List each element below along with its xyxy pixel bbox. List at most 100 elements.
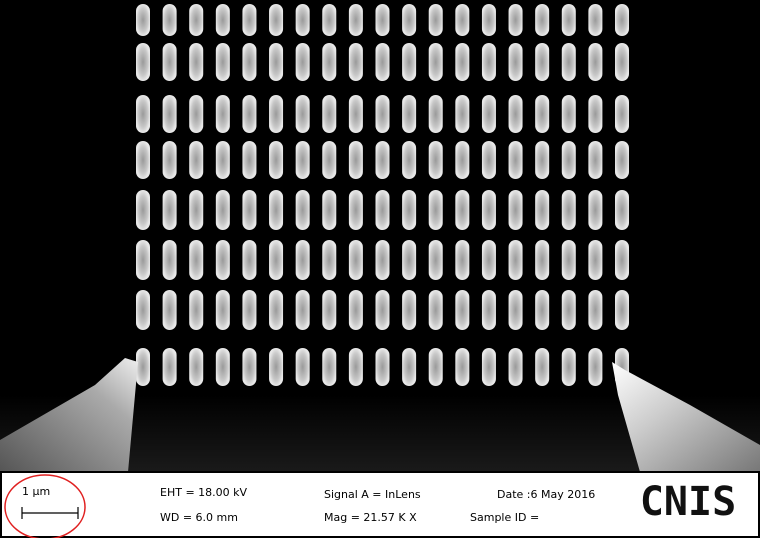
- pillar: [588, 43, 602, 81]
- pillar: [189, 4, 203, 36]
- signal: Signal A = InLens: [324, 488, 421, 501]
- pillar: [509, 141, 523, 179]
- pillar: [216, 240, 230, 280]
- pillar: [562, 4, 576, 36]
- pillar: [322, 43, 336, 81]
- pillar: [588, 240, 602, 280]
- pillar: [482, 43, 496, 81]
- pillar: [429, 240, 443, 280]
- pillar: [615, 240, 629, 280]
- pillar: [163, 4, 177, 36]
- pillar: [269, 190, 283, 230]
- pillar: [322, 290, 336, 330]
- pillar: [535, 190, 549, 230]
- pillar: [349, 43, 363, 81]
- pillar: [402, 141, 416, 179]
- pillar: [376, 141, 390, 179]
- pillar: [216, 43, 230, 81]
- pillar: [163, 290, 177, 330]
- pillar: [535, 290, 549, 330]
- pillar: [402, 348, 416, 386]
- pillar: [242, 141, 256, 179]
- pillar: [216, 141, 230, 179]
- pillar: [482, 141, 496, 179]
- pillar: [455, 4, 469, 36]
- pillar: [455, 95, 469, 133]
- pillar: [482, 95, 496, 133]
- pillar: [322, 95, 336, 133]
- pillar: [482, 190, 496, 230]
- pillar: [163, 240, 177, 280]
- pillar: [562, 348, 576, 386]
- pillar: [588, 190, 602, 230]
- pillar: [189, 95, 203, 133]
- pillar: [615, 4, 629, 36]
- pillar: [269, 240, 283, 280]
- pillar: [429, 190, 443, 230]
- pillar: [189, 290, 203, 330]
- pillar: [269, 290, 283, 330]
- pillar: [242, 348, 256, 386]
- pillar: [136, 240, 150, 280]
- pillar: [322, 190, 336, 230]
- pillar: [402, 4, 416, 36]
- pillar: [136, 348, 150, 386]
- pillar: [509, 290, 523, 330]
- pillar: [349, 290, 363, 330]
- logo: CNIS: [640, 479, 736, 525]
- pillar: [562, 141, 576, 179]
- pillar: [615, 43, 629, 81]
- pillar: [455, 141, 469, 179]
- pillar: [509, 190, 523, 230]
- pillar: [588, 290, 602, 330]
- pillar: [216, 95, 230, 133]
- pillar: [296, 290, 310, 330]
- pillar: [455, 240, 469, 280]
- pillar: [296, 141, 310, 179]
- pillar: [163, 43, 177, 81]
- pillar: [402, 240, 416, 280]
- pillar: [535, 43, 549, 81]
- pillar: [296, 190, 310, 230]
- pillar: [296, 4, 310, 36]
- pillar: [242, 240, 256, 280]
- pillar: [349, 240, 363, 280]
- pillar: [269, 4, 283, 36]
- pillar: [189, 348, 203, 386]
- pillar: [455, 348, 469, 386]
- pillar: [136, 95, 150, 133]
- pillar: [535, 240, 549, 280]
- pillar: [322, 141, 336, 179]
- pillar: [216, 290, 230, 330]
- sem-image: 1 µm EHT = 18.00 kV WD = 6.0 mm Signal A…: [0, 0, 760, 538]
- pillar: [322, 4, 336, 36]
- pillar: [136, 190, 150, 230]
- pillar: [429, 348, 443, 386]
- pillar: [562, 190, 576, 230]
- pillar: [376, 4, 390, 36]
- pillar: [535, 4, 549, 36]
- pillar: [296, 43, 310, 81]
- pillar: [509, 348, 523, 386]
- pillar: [189, 43, 203, 81]
- pillar: [588, 4, 602, 36]
- pillar: [535, 141, 549, 179]
- pillar: [455, 290, 469, 330]
- pillar: [349, 190, 363, 230]
- pillar: [349, 141, 363, 179]
- pillar: [296, 348, 310, 386]
- pillar: [482, 290, 496, 330]
- date: Date :6 May 2016: [497, 488, 595, 501]
- pillar: [216, 190, 230, 230]
- pillar: [402, 43, 416, 81]
- pillar: [482, 240, 496, 280]
- pillar: [402, 290, 416, 330]
- pillar: [429, 290, 443, 330]
- pillar: [535, 95, 549, 133]
- pillar: [163, 190, 177, 230]
- pillar: [429, 43, 443, 81]
- pillar: [242, 43, 256, 81]
- pillar: [216, 348, 230, 386]
- pillar: [296, 95, 310, 133]
- pillar: [376, 190, 390, 230]
